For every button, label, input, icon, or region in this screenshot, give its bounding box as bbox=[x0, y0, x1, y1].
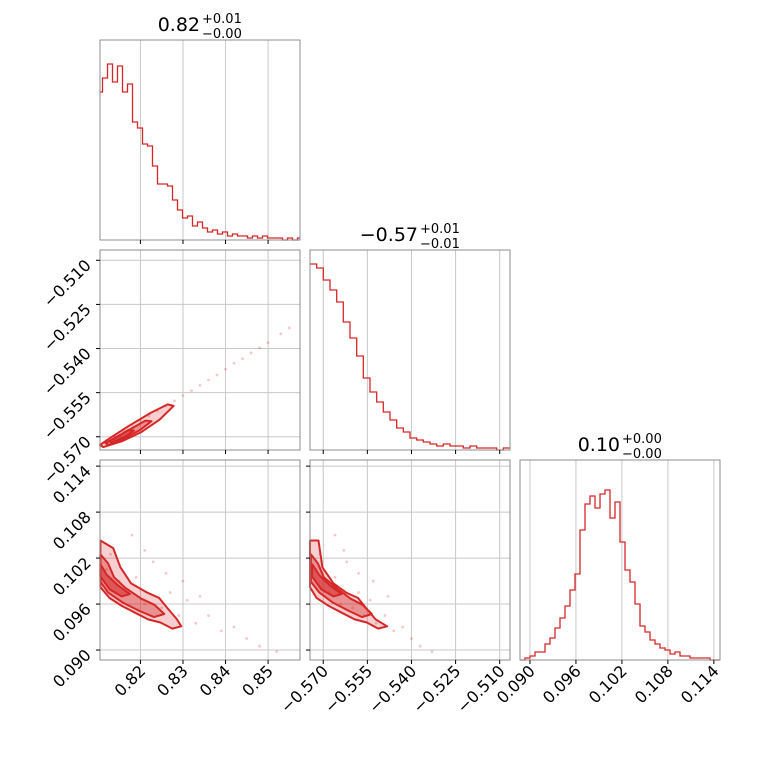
xtick-label-p1-0: −0.570 bbox=[277, 661, 332, 716]
ytick-label-p2-2: 0.102 bbox=[49, 553, 95, 599]
scatter-point-r2c0-7 bbox=[160, 606, 164, 610]
ytick-label-p2-1: 0.096 bbox=[49, 599, 95, 645]
scatter-point-r1c0-11 bbox=[198, 383, 202, 387]
scatter-point-r2c0-20 bbox=[164, 572, 168, 575]
scatter-point-r2c0-1 bbox=[109, 552, 113, 556]
scatter-point-r2c1-5 bbox=[339, 602, 343, 606]
scatter-point-r1c0-17 bbox=[249, 351, 253, 355]
xtick-label-p0-2: 0.84 bbox=[196, 661, 235, 700]
panel-frame-r2c1 bbox=[309, 459, 511, 661]
scatter-point-r2c1-20 bbox=[357, 572, 360, 575]
plot-layer: 0.82 0.83 0.84 0.85 −0.570−0.555−0.540−0.525… bbox=[40, 39, 723, 717]
scatter-point-r2c0-14 bbox=[232, 625, 236, 629]
scatter-point-r2c0-8 bbox=[168, 591, 172, 594]
scatter-point-r1c0-12 bbox=[207, 378, 210, 382]
scatter-point-r2c1-11 bbox=[374, 621, 378, 625]
scatter-point-r2c1-12 bbox=[383, 614, 387, 617]
scatter-point-r2c1-16 bbox=[418, 644, 422, 648]
scatter-point-r2c0-6 bbox=[151, 560, 155, 564]
xtick-label-p1-1: −0.555 bbox=[321, 661, 376, 716]
scatter-point-r1c0-13 bbox=[215, 373, 219, 377]
scatter-point-r2c0-10 bbox=[185, 598, 189, 602]
scatter-point-r2c1-22 bbox=[386, 594, 390, 598]
panel-frame-r2c0 bbox=[99, 459, 301, 661]
title-param-0-value: 0.82 bbox=[158, 14, 200, 36]
scatter-point-r2c0-17 bbox=[275, 650, 278, 653]
scatter-point-r2c0-13 bbox=[219, 629, 223, 633]
scatter-point-r2c0-11 bbox=[194, 621, 198, 625]
xtick-label-p2-3: 0.108 bbox=[631, 661, 677, 707]
scatter-point-r2c0-0 bbox=[104, 568, 108, 571]
title-param-1-value: −0.57 bbox=[360, 224, 418, 246]
scatter-point-r2c0-16 bbox=[258, 644, 261, 648]
scatter-point-r1c0-21 bbox=[287, 326, 291, 330]
panel-frame-r1c1 bbox=[309, 249, 511, 451]
ytick-label-p1-2: −0.540 bbox=[40, 344, 95, 399]
panel-frame-r0c0 bbox=[99, 39, 301, 241]
scatter-point-r2c1-7 bbox=[351, 606, 355, 610]
scatter-point-r1c0-20 bbox=[279, 332, 283, 336]
scatter-point-r2c1-13 bbox=[392, 629, 396, 633]
title-param-1-minus: −0.01 bbox=[420, 237, 460, 252]
histogram-param-0 bbox=[100, 63, 300, 241]
scatter-point-r2c0-18 bbox=[130, 533, 134, 537]
scatter-point-r2c1-10 bbox=[368, 598, 372, 602]
scatter-point-r2c0-9 bbox=[177, 614, 181, 617]
xtick-label-p1-3: −0.525 bbox=[409, 661, 464, 716]
xtick-label-p2-2: 0.102 bbox=[585, 661, 631, 707]
scatter-point-r1c0-8 bbox=[173, 399, 176, 403]
scatter-point-r2c1-15 bbox=[410, 637, 413, 640]
contour-level-2-r2c1 bbox=[311, 563, 343, 598]
title-param-2-minus: −0.00 bbox=[622, 447, 662, 462]
ytick-label-p2-3: 0.108 bbox=[49, 508, 95, 554]
xtick-label-p0-0: 0.82 bbox=[111, 661, 150, 700]
scatter-point-r2c0-22 bbox=[198, 594, 202, 598]
title-param-2-plus: +0.00 bbox=[622, 432, 662, 447]
scatter-point-r2c0-21 bbox=[181, 579, 185, 583]
title-param-2-value: 0.10 bbox=[578, 434, 620, 456]
scatter-point-r1c0-19 bbox=[266, 341, 270, 345]
scatter-point-r1c0-10 bbox=[190, 389, 193, 392]
title-param-0-plus: +0.01 bbox=[202, 12, 242, 27]
ytick-label-p1-3: −0.525 bbox=[40, 300, 95, 355]
scatter-point-r2c1-8 bbox=[357, 591, 360, 594]
scatter-point-r2c0-4 bbox=[134, 575, 138, 579]
ytick-label-p1-4: −0.510 bbox=[40, 256, 95, 311]
scatter-point-r2c1-17 bbox=[430, 650, 434, 653]
histogram-param-1 bbox=[310, 263, 510, 451]
xtick-label-p2-1: 0.096 bbox=[539, 661, 585, 707]
scatter-point-r1c0-14 bbox=[224, 367, 227, 371]
xtick-label-p0-3: 0.85 bbox=[238, 661, 277, 700]
panel-frame-r1c0 bbox=[99, 249, 301, 451]
contour-level-2-r1c0 bbox=[108, 429, 135, 444]
scatter-point-r2c1-14 bbox=[401, 625, 405, 629]
panel-frame-r2c2 bbox=[519, 459, 721, 661]
scatter-point-r2c0-12 bbox=[207, 614, 210, 617]
scatter-point-r1c0-5 bbox=[147, 414, 151, 418]
ytick-label-p1-1: −0.555 bbox=[40, 388, 95, 443]
contour-level-0-r2c0 bbox=[99, 539, 183, 630]
scatter-point-r2c1-18 bbox=[333, 533, 337, 537]
scatter-point-r1c0-16 bbox=[241, 357, 244, 361]
histogram-param-2 bbox=[520, 489, 720, 661]
ytick-label-p2-0: 0.090 bbox=[49, 645, 95, 691]
scatter-point-r2c0-19 bbox=[143, 549, 147, 552]
scatter-point-r2c1-6 bbox=[345, 560, 349, 564]
xtick-label-p0-1: 0.83 bbox=[153, 661, 192, 700]
scatter-point-r1c0-9 bbox=[181, 394, 185, 397]
scatter-point-r1c0-15 bbox=[232, 361, 236, 365]
scatter-point-r2c0-5 bbox=[143, 602, 147, 606]
title-param-1-plus: +0.01 bbox=[420, 222, 460, 237]
scatter-point-r2c1-4 bbox=[333, 575, 337, 579]
title-param-0-minus: −0.00 bbox=[202, 27, 242, 42]
scatter-point-r2c1-19 bbox=[342, 549, 346, 552]
contour-level-2-r2c0 bbox=[99, 563, 131, 598]
xtick-label-p1-2: −0.540 bbox=[365, 661, 420, 716]
scatter-point-r1c0-18 bbox=[258, 346, 261, 350]
xtick-label-p2-4: 0.114 bbox=[677, 661, 723, 707]
scatter-point-r2c0-15 bbox=[245, 637, 249, 640]
scatter-point-r2c1-21 bbox=[371, 579, 375, 583]
